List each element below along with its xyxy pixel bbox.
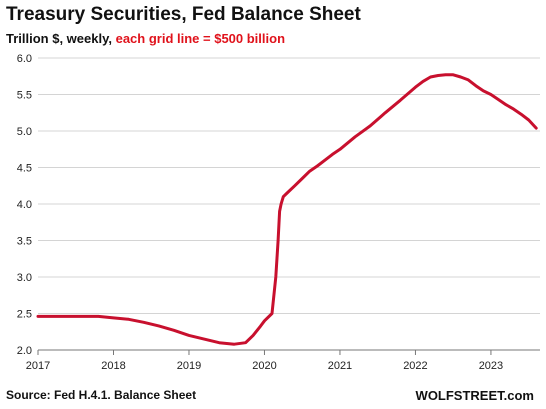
y-tick-label: 2.5 (17, 309, 32, 321)
grid-lines (38, 57, 540, 351)
y-tick-label: 4.5 (17, 163, 32, 175)
brand-logo-text: WOLFSTREET.com (415, 388, 534, 403)
subtitle-accent: each grid line = $500 billion (115, 31, 286, 46)
x-tick-label: 2022 (403, 360, 427, 372)
x-tick-label: 2020 (252, 360, 276, 372)
source-note: Source: Fed H.4.1. Balance Sheet (6, 388, 197, 402)
x-tick-label: 2023 (479, 360, 503, 372)
series-line (36, 73, 538, 346)
axes: 2.0 2.5 3.0 3.5 4.0 4.5 5.0 5.5 6.0 2017 2018 2019 2… (17, 53, 540, 372)
x-tick-label: 2021 (328, 360, 352, 372)
y-tick-label: 5.5 (17, 90, 32, 102)
x-tick-label: 2019 (177, 360, 201, 372)
x-tick-label: 2017 (26, 360, 50, 372)
x-tick-label: 2018 (101, 360, 125, 372)
y-tick-label: 5.0 (17, 126, 32, 138)
y-tick-label: 6.0 (17, 53, 32, 65)
y-tick-label: 2.0 (17, 345, 32, 357)
y-tick-label: 3.0 (17, 272, 32, 284)
series-layer (36, 73, 538, 346)
chart-title: Treasury Securities, Fed Balance Sheet (6, 4, 361, 25)
chart-subtitle: Trillion $, weekly, each grid line = $50… (6, 31, 285, 46)
y-tick-label: 3.5 (17, 236, 32, 248)
y-tick-label: 4.0 (17, 199, 32, 211)
subtitle-plain: Trillion $, weekly, (6, 31, 116, 46)
